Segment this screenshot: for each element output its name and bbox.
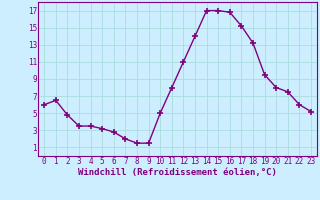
X-axis label: Windchill (Refroidissement éolien,°C): Windchill (Refroidissement éolien,°C) — [78, 168, 277, 177]
